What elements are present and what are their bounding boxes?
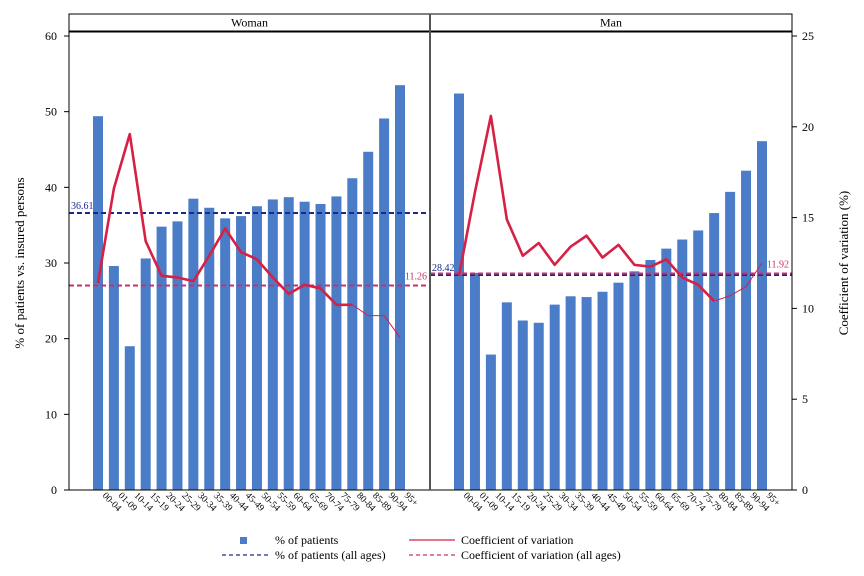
legend-patients-all-label: % of patients (all ages) (275, 548, 386, 562)
bar-man-95+ (757, 141, 767, 490)
bar-man-45-49 (597, 291, 608, 490)
bar-woman-95+ (395, 85, 405, 490)
bar-woman-30-34 (188, 198, 199, 490)
legend-bar-swatch (240, 537, 247, 544)
bar-man-25-29 (533, 322, 544, 490)
bar-man-55-59 (629, 271, 640, 490)
y-left-tick-label: 50 (45, 105, 57, 119)
patients-all-ages-label: 36.61 (71, 201, 94, 212)
bar-man-35-39 (565, 296, 576, 490)
bar-woman-50-54 (251, 206, 262, 490)
bar-man-30-34 (549, 304, 560, 490)
y-right-tick-label: 25 (802, 29, 814, 43)
legend-bar-label: % of patients (275, 533, 339, 547)
bar-woman-40-44 (220, 218, 231, 490)
y-right-tick-label: 0 (802, 483, 808, 497)
bar-woman-25-29 (172, 221, 183, 490)
bar-man-90-94 (741, 170, 752, 491)
y-left-tick-label: 40 (45, 180, 57, 194)
cv-all-ages-label: 11.92 (767, 260, 789, 271)
cv-line-man (457, 114, 716, 303)
patients-all-ages-label: 28.42 (432, 263, 455, 274)
bar-woman-20-24 (156, 226, 167, 490)
y-right-axis-label: Coefficient of variation (%) (836, 191, 851, 336)
bar-man-15-19 (501, 302, 512, 490)
bar-woman-70-74 (315, 203, 326, 491)
bar-man-20-24 (517, 320, 528, 490)
bar-woman-01-09 (108, 266, 119, 490)
bar-woman-00-04 (93, 116, 103, 490)
y-right-tick-label: 15 (802, 211, 814, 225)
bar-man-75-79 (693, 230, 704, 491)
bar-man-50-54 (613, 282, 624, 490)
cv-line-thin-man (713, 262, 763, 302)
y-left-tick-label: 30 (45, 256, 57, 270)
bar-man-00-04 (454, 93, 464, 491)
bar-woman-10-14 (124, 346, 135, 490)
bar-man-80-84 (709, 213, 720, 490)
cv-all-ages-label: 11.26 (405, 272, 427, 283)
bar-woman-55-59 (267, 199, 278, 490)
bar-woman-60-64 (283, 197, 294, 491)
cv-line-woman (96, 132, 353, 307)
panel-title: Man (600, 16, 622, 30)
bar-woman-75-79 (331, 196, 342, 490)
y-left-tick-label: 10 (45, 407, 57, 421)
bar-man-01-09 (469, 272, 480, 490)
bar-man-85-89 (725, 191, 736, 490)
bar-woman-90-94 (379, 118, 390, 490)
y-left-tick-label: 20 (45, 332, 57, 346)
bar-woman-15-19 (140, 258, 151, 490)
bar-woman-65-69 (299, 201, 310, 490)
legend-cv-label: Coefficient of variation (461, 533, 573, 547)
y-left-axis-label: % of patients vs. insured persons (12, 177, 27, 348)
y-right-tick-label: 5 (802, 392, 808, 406)
y-right-tick-label: 10 (802, 301, 814, 315)
panel-woman: Woman36.6111.2600-0401-0910-1415-1920-24… (68, 13, 431, 514)
bar-woman-35-39 (204, 207, 215, 490)
legend-cv-all-label: Coefficient of variation (all ages) (461, 548, 621, 562)
y-right-tick-label: 20 (802, 120, 814, 134)
bar-woman-80-84 (347, 178, 358, 490)
y-left-tick-label: 0 (51, 483, 57, 497)
bar-woman-85-89 (363, 151, 374, 490)
bar-woman-45-49 (236, 216, 247, 490)
bar-man-10-14 (485, 354, 496, 490)
bar-man-70-74 (677, 239, 688, 490)
bar-man-40-44 (581, 297, 592, 490)
panel-title: Woman (231, 16, 268, 30)
bar-man-65-69 (661, 248, 672, 490)
bar-man-60-64 (645, 259, 656, 490)
y-left-tick-label: 60 (45, 29, 57, 43)
cv-line-thin-woman (352, 304, 401, 338)
